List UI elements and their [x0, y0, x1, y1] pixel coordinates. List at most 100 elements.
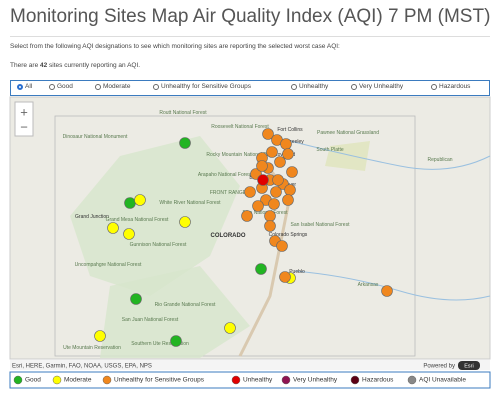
filter-label: Unhealthy [299, 83, 329, 90]
site-marker[interactable] [94, 330, 106, 342]
site-marker[interactable] [179, 137, 191, 149]
site-marker[interactable] [170, 335, 182, 347]
site-marker[interactable] [279, 271, 291, 283]
legend-swatch [52, 375, 62, 385]
site-marker[interactable] [130, 293, 142, 305]
attribution: Esri, HERE, Garmin, FAO, NOAA, USGS, EPA… [12, 364, 152, 370]
site-marker[interactable] [179, 216, 191, 228]
site-marker[interactable] [284, 184, 296, 196]
map-label: Rocky Mountain National Park [206, 152, 274, 158]
map-label: White River National Forest [159, 200, 221, 206]
forest-area [70, 136, 240, 296]
site-marker[interactable] [244, 186, 256, 198]
site-marker[interactable] [282, 148, 294, 160]
map-label: Pawnee National Grassland [317, 130, 379, 136]
filter-label: Very Unhealthy [359, 83, 404, 90]
filter-option[interactable]: All [17, 83, 32, 90]
map-label: Greeley [286, 139, 304, 145]
site-marker[interactable] [282, 194, 294, 206]
site-marker[interactable] [134, 194, 146, 206]
map-label: Republican [427, 157, 452, 163]
site-marker[interactable] [272, 174, 284, 186]
map-label: South Platte [316, 147, 343, 153]
site-marker[interactable] [262, 128, 274, 140]
map-label: Fort Collins [277, 127, 303, 133]
grassland-area [325, 141, 370, 171]
legend-swatch [102, 375, 112, 385]
map-label: Rio Grande National Forest [155, 302, 216, 308]
forest-area [100, 266, 250, 358]
filter-option[interactable]: Moderate [95, 83, 130, 90]
site-marker[interactable] [286, 166, 298, 178]
esri-logo [458, 361, 480, 370]
site-marker[interactable] [264, 210, 276, 222]
site-marker[interactable] [270, 186, 282, 198]
filter-bar: All Good Moderate Unhealthy for Sensitive G… [10, 80, 490, 96]
legend-swatch [281, 375, 291, 385]
radio[interactable] [95, 83, 101, 90]
legend-swatch [407, 375, 417, 385]
radio[interactable] [291, 83, 297, 90]
map-label: Arkansas [358, 282, 379, 288]
filter-label: All [25, 83, 33, 90]
legend-label: Unhealthy [243, 377, 273, 384]
site-marker[interactable] [124, 197, 136, 209]
radio[interactable] [17, 83, 23, 90]
site-marker[interactable] [252, 200, 264, 212]
site-marker[interactable] [268, 198, 280, 210]
site-marker[interactable] [224, 322, 236, 334]
legend-label: Hazardous [362, 377, 394, 384]
site-marker[interactable] [241, 210, 253, 222]
map-label: Southern Ute Reservation [131, 341, 189, 347]
legend-label: Unhealthy for Sensitive Groups [114, 377, 205, 384]
site-marker[interactable] [280, 138, 292, 150]
filter-option[interactable]: Good [49, 83, 73, 90]
zoom-control [14, 101, 34, 137]
filter-option[interactable]: Unhealthy [291, 83, 328, 90]
site-marker[interactable] [123, 228, 135, 240]
map-label: Routt National Forest [159, 110, 207, 116]
site-marker[interactable] [264, 220, 276, 232]
radio[interactable] [431, 83, 437, 90]
river [294, 270, 491, 301]
legend-label: Good [25, 377, 41, 384]
site-marker[interactable] [274, 156, 286, 168]
legend-label: AQI Unavailable [419, 377, 466, 384]
map-label: COLORADO [211, 233, 246, 239]
map-label: Dinosaur National Monument [63, 134, 128, 140]
filter-label: Hazardous [439, 83, 471, 90]
map-label: Gunnison National Forest [130, 242, 187, 248]
map-label: Grand Mesa National Forest [106, 217, 169, 223]
divider [10, 36, 490, 37]
map-label: Colorado Springs [269, 232, 308, 238]
legend-swatch [13, 375, 23, 385]
map-label: Roosevelt National Forest [211, 124, 269, 130]
zoom-out[interactable]: − [20, 119, 28, 134]
filter-label: Unhealthy for Sensitive Groups [161, 83, 251, 90]
radio[interactable] [351, 83, 357, 90]
powered-by: Powered by [423, 364, 455, 370]
zoom-in[interactable]: + [20, 104, 28, 119]
river [289, 140, 491, 170]
state-border [54, 115, 416, 357]
radio[interactable] [49, 83, 55, 90]
filter-option[interactable]: Hazardous [431, 83, 470, 90]
site-marker[interactable] [255, 263, 267, 275]
attribution-bar [10, 360, 490, 370]
legend-label: Very Unhealthy [293, 377, 338, 384]
legend-swatch [231, 375, 241, 385]
count-text: There are 42 sites currently reporting a… [10, 62, 140, 69]
site-marker[interactable] [107, 222, 119, 234]
filter-option[interactable]: Very Unhealthy [351, 83, 403, 90]
site-marker[interactable] [266, 146, 278, 158]
legend-label: Moderate [64, 377, 92, 384]
site-marker[interactable] [257, 174, 269, 186]
legend-box [9, 371, 491, 389]
site-marker[interactable] [256, 160, 268, 172]
filter-option[interactable]: Unhealthy for Sensitive Groups [153, 83, 251, 90]
site-marker[interactable] [276, 240, 288, 252]
radio[interactable] [153, 83, 159, 90]
count-number: 42 [40, 62, 48, 69]
site-marker[interactable] [381, 285, 393, 297]
